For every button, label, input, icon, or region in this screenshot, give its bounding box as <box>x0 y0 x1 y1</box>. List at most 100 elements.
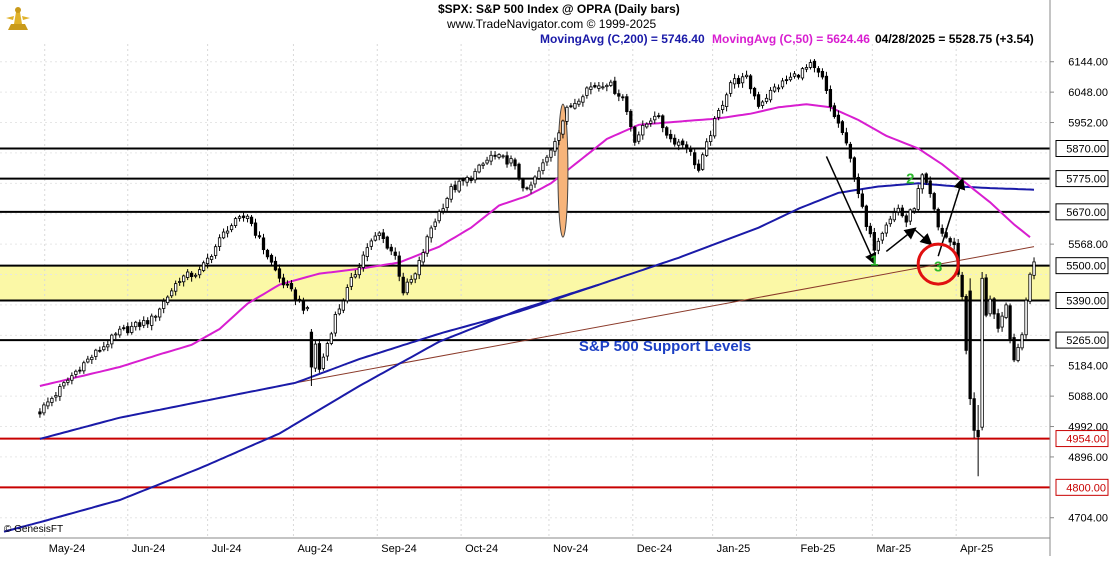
candle-body <box>122 327 126 330</box>
y-tick-label: 6144.00 <box>1068 57 1108 69</box>
candle-body <box>964 296 968 351</box>
candle <box>637 131 641 145</box>
candle <box>968 278 972 405</box>
candle <box>178 277 182 286</box>
candle-body <box>984 277 988 316</box>
candle-body <box>425 236 429 254</box>
candle-body <box>625 96 629 113</box>
candle <box>964 294 968 355</box>
candle <box>872 227 876 255</box>
candle <box>1004 302 1008 320</box>
candle <box>309 329 314 386</box>
candle <box>948 236 952 247</box>
candle-body <box>856 176 861 194</box>
y-tick-label: 5088.00 <box>1068 391 1108 403</box>
candle-body <box>1008 305 1012 340</box>
candle <box>537 166 541 180</box>
candle-body <box>685 144 689 149</box>
candle <box>952 237 956 250</box>
candle <box>201 260 206 273</box>
candle-body <box>473 171 477 181</box>
candle <box>832 102 837 119</box>
candle-body <box>337 308 341 315</box>
candle <box>102 341 106 352</box>
candle-body <box>517 163 521 179</box>
candle <box>205 253 210 269</box>
candle <box>417 256 421 280</box>
candle-body <box>716 110 721 118</box>
candle <box>217 234 222 252</box>
candle-body <box>193 274 198 277</box>
candle <box>497 153 501 160</box>
candle-body <box>221 231 226 239</box>
candle <box>916 184 920 212</box>
candle <box>565 105 569 125</box>
candle-body <box>58 386 62 397</box>
candle-body <box>756 94 761 107</box>
support-label: 4954.00 <box>1066 434 1106 446</box>
candle <box>130 321 134 335</box>
candle-body <box>569 105 573 108</box>
candle <box>170 288 174 299</box>
x-month-label: Aug-24 <box>297 543 332 555</box>
candle <box>86 355 90 364</box>
candle <box>182 274 186 287</box>
candle <box>784 75 789 85</box>
support-label: 5870.00 <box>1066 144 1106 156</box>
candle <box>697 159 701 173</box>
candle <box>106 340 110 352</box>
candle <box>261 233 266 255</box>
candle <box>174 280 178 296</box>
candle-body <box>948 238 952 243</box>
candle <box>349 272 353 291</box>
candle-body <box>353 274 357 278</box>
price-axis-panel <box>1050 0 1112 556</box>
candle <box>621 94 625 101</box>
candle-body <box>617 93 621 97</box>
candle-body <box>732 78 737 85</box>
candle-body <box>253 222 258 236</box>
candle <box>1016 343 1020 363</box>
candle-body <box>98 349 102 352</box>
x-month-label: Sep-24 <box>381 543 416 555</box>
candle-body <box>916 188 920 210</box>
candle <box>641 120 645 140</box>
candle-body <box>597 85 601 89</box>
candle-body <box>38 411 42 415</box>
candle <box>525 186 529 191</box>
candle <box>305 305 310 312</box>
support-label-box <box>1055 257 1109 275</box>
candle-body <box>281 277 286 286</box>
candle-body <box>433 221 437 227</box>
candle-body <box>776 87 781 90</box>
candle-body <box>669 133 673 140</box>
candle <box>425 234 429 257</box>
candle <box>229 223 234 233</box>
candle <box>1024 297 1028 339</box>
candle <box>197 266 202 279</box>
ma200-line <box>39 182 1035 440</box>
candle-body <box>533 176 537 185</box>
candle <box>98 346 102 353</box>
candle-body <box>501 155 505 158</box>
candle <box>405 278 409 296</box>
candle-body <box>197 269 202 276</box>
candle <box>449 183 453 203</box>
candle-body <box>46 401 50 407</box>
candle-body <box>90 356 94 361</box>
candle <box>381 228 385 244</box>
ma50-line <box>39 103 1031 387</box>
wave-arrow <box>825 156 877 266</box>
support-label: 4800.00 <box>1066 482 1106 494</box>
candle <box>1012 333 1016 363</box>
candle-body <box>178 281 182 283</box>
wave-label-1: 1 <box>870 253 878 270</box>
wave-label-2: 2 <box>906 170 914 187</box>
candle-body <box>333 314 337 334</box>
candle-body <box>373 235 377 241</box>
candle-body <box>621 96 625 99</box>
x-month-label: Jan-25 <box>717 543 751 555</box>
candle-body <box>952 241 956 246</box>
candle <box>221 228 226 240</box>
